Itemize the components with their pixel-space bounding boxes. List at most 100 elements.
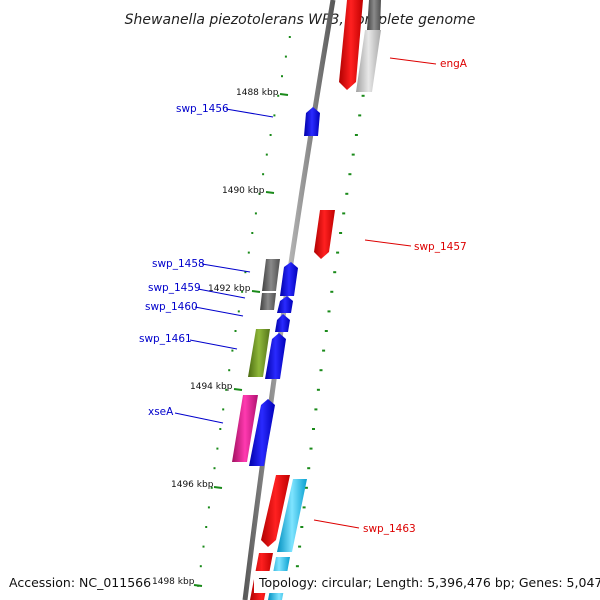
scale-minor-tick <box>277 94 280 97</box>
gene-label-swp_1456: swp_1456 <box>176 103 229 115</box>
gene-label-swp_1457: swp_1457 <box>414 241 467 253</box>
scale-label: 1498 kbp <box>152 577 195 587</box>
scale-minor-tick <box>237 310 240 313</box>
scale-minor-tick <box>312 428 315 430</box>
gene-label-swp_1459: swp_1459 <box>148 282 201 294</box>
gene-label-xseA: xseA <box>148 406 174 418</box>
footer-topology: Topology: circular; Length: 5,396,476 bp… <box>258 575 600 590</box>
gene-engA <box>339 0 363 90</box>
scale-minor-tick <box>216 447 219 450</box>
scale-minor-tick <box>339 232 343 234</box>
scale-minor-tick <box>336 251 340 254</box>
scale-minor-tick <box>302 506 306 509</box>
scale-minor-tick <box>307 467 311 470</box>
scale-minor-tick <box>345 192 349 195</box>
scale-tick-track-left <box>197 36 291 587</box>
scale-label: 1496 kbp <box>171 480 214 490</box>
scale-minor-tick <box>251 232 254 234</box>
gene-label-swp_1460: swp_1460 <box>145 301 198 313</box>
scale-minor-tick <box>295 565 299 568</box>
scale-minor-tick <box>304 486 308 489</box>
scale-minor-tick <box>222 408 225 411</box>
gene-labels-reverse: engA swp_1457 swp_1463 <box>313 57 468 535</box>
scale-minor-tick <box>354 134 358 136</box>
scale-minor-tick <box>273 114 276 117</box>
scale-label: 1494 kbp <box>190 382 233 392</box>
scale-minor-tick <box>244 271 247 274</box>
gene-engA-darkgray <box>367 0 381 30</box>
gene-label-connector <box>197 288 246 299</box>
scale-minor-tick <box>258 192 261 195</box>
scale-minor-tick <box>322 349 326 352</box>
scale-major-tick <box>251 290 261 293</box>
scale-minor-tick <box>207 506 210 509</box>
gene-xseA <box>249 399 275 466</box>
scale-minor-tick <box>314 408 318 411</box>
scale-minor-tick <box>342 212 346 215</box>
gene-swp_1463-cyan <box>277 479 307 552</box>
scale-minor-tick <box>231 349 234 352</box>
gene-swp_1458-gray <box>262 259 280 291</box>
scale-minor-tick <box>319 369 323 372</box>
scale-minor-tick <box>199 565 202 568</box>
scale-minor-tick <box>210 486 213 489</box>
scale-major-tick <box>193 584 203 587</box>
scale-label: 1492 kbp <box>208 284 251 294</box>
scale-minor-tick <box>309 447 313 450</box>
gene-label-connector <box>389 57 437 65</box>
scale-minor-tick <box>333 271 337 274</box>
scale-minor-tick <box>269 134 272 136</box>
gene-xseA-magenta <box>232 395 258 462</box>
reverse-strand-genes <box>250 0 381 600</box>
scale-minor-tick <box>205 526 208 528</box>
gene-engA-lightgray <box>356 30 381 92</box>
gene-label-swp_1461: swp_1461 <box>139 333 192 345</box>
scale-minor-tick <box>300 526 304 528</box>
map-title: Shewanella piezotolerans WP3, complete g… <box>125 12 476 28</box>
scale-minor-tick <box>298 545 302 548</box>
scale-minor-tick <box>324 330 328 332</box>
gene-label-connector <box>189 339 238 350</box>
gene-label-engA: engA <box>440 58 468 70</box>
gene-label-connector <box>313 519 360 529</box>
scale-label: 1490 kbp <box>222 186 265 196</box>
scale-minor-tick <box>351 153 355 156</box>
gene-label-connector <box>194 306 244 317</box>
scale-minor-tick <box>327 310 331 313</box>
gene-swp_1461 <box>265 333 286 379</box>
scale-minor-tick <box>265 153 268 156</box>
scale-major-tick <box>213 486 223 489</box>
scale-minor-tick <box>213 467 216 470</box>
gene-label-connector <box>201 263 251 273</box>
gene-swp_1460 <box>275 314 290 332</box>
footer-topology-bg <box>254 571 596 593</box>
scale-minor-tick <box>284 55 287 58</box>
scale-minor-tick <box>262 173 265 176</box>
scale-minor-tick <box>281 75 283 78</box>
scale-minor-tick <box>288 36 291 38</box>
scale-minor-tick <box>241 290 244 293</box>
gene-label-connector <box>174 412 224 424</box>
gene-label-swp_1458: swp_1458 <box>152 258 205 270</box>
scale-minor-tick <box>361 94 365 97</box>
gene-label-connector <box>364 239 412 247</box>
scale-minor-tick <box>330 290 334 293</box>
scale-minor-tick <box>254 212 257 215</box>
gene-label-swp_1463: swp_1463 <box>363 523 416 535</box>
gene-labels-forward: swp_1456 swp_1458 swp_1459 swp_1460 swp_… <box>139 103 274 424</box>
footer-accession: Accession: NC_011566 <box>9 575 151 590</box>
gene-swp_1461-olive <box>248 329 270 377</box>
scale-minor-tick <box>348 173 352 176</box>
scale-minor-tick <box>219 428 222 430</box>
scale-major-tick <box>265 191 275 194</box>
scale-minor-tick <box>225 388 228 391</box>
scale-major-tick <box>233 388 243 391</box>
gene-swp_1459-gray <box>260 293 276 310</box>
scale-major-tick <box>279 93 289 96</box>
footer-accession-bg <box>4 571 150 593</box>
gene-swp_1463 <box>261 475 290 547</box>
scale-minor-tick <box>202 545 205 548</box>
scale-minor-tick <box>247 251 250 254</box>
gene-swp_1459 <box>277 296 293 313</box>
